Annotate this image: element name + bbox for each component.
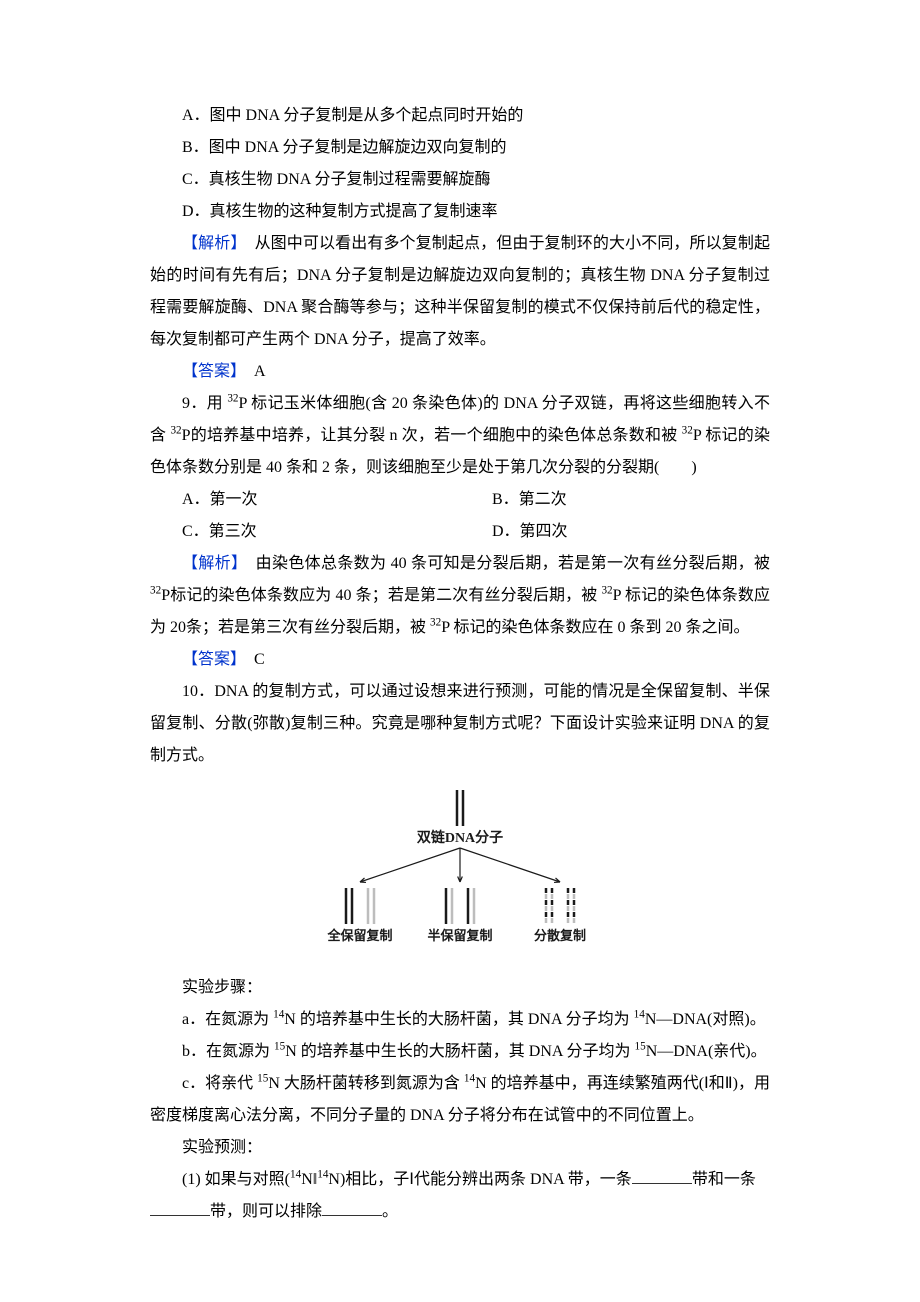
text-run: c．将亲代 xyxy=(182,1075,257,1092)
text-run: P的培养基中培养，让其分裂 n 次，若一个细胞中的染色体总条数和被 xyxy=(182,427,682,444)
text-run: b．在氮源为 xyxy=(182,1043,274,1060)
q9-answer: 【答案】 C xyxy=(150,644,770,676)
superscript: 32 xyxy=(170,425,181,437)
q8-analysis-body: 从图中可以看出有多个复制起点，但由于复制环的大小不同，所以复制起始的时间有先有后… xyxy=(150,235,770,348)
superscript: 14 xyxy=(464,1073,475,1085)
experiment-predict-label: 实验预测： xyxy=(150,1132,770,1164)
experiment-steps-label: 实验步骤： xyxy=(150,972,770,1004)
q8-analysis: 【解析】 从图中可以看出有多个复制起点，但由于复制环的大小不同，所以复制起始的时… xyxy=(150,228,770,356)
text-run: P标记的染色体条数应为 40 条；若是第二次有丝分裂后期，被 xyxy=(161,587,601,604)
dna-diagram-svg: 双链DNA分子全保留复制 半保留复制 分散复制 xyxy=(310,782,610,962)
text-run: 9．用 xyxy=(182,395,227,412)
text-run: P 标记的染色体条数应在 0 条到 20 条之间。 xyxy=(441,619,749,636)
text-run: N 的培养基中生长的大肠杆菌，其 DNA 分子均为 xyxy=(285,1043,634,1060)
analysis-label: 【解析】 xyxy=(182,235,238,252)
analysis-label: 【解析】 xyxy=(182,555,239,572)
superscript: 15 xyxy=(257,1073,268,1085)
q9-choice-row-1: A．第一次 B．第二次 xyxy=(150,484,770,516)
superscript: 14 xyxy=(317,1169,328,1181)
svg-text:全保留复制: 全保留复制 xyxy=(326,928,392,943)
q8-choice-c: C．真核生物 DNA 分子复制过程需要解旋酶 xyxy=(150,164,770,196)
q9-choice-a: A．第一次 xyxy=(150,484,460,516)
step-a: a．在氮源为 14N 的培养基中生长的大肠杆菌，其 DNA 分子均为 14N—D… xyxy=(150,1004,770,1036)
superscript: 32 xyxy=(150,585,161,597)
text-run: N 的培养基中生长的大肠杆菌，其 DNA 分子均为 xyxy=(284,1011,633,1028)
step-b: b．在氮源为 15N 的培养基中生长的大肠杆菌，其 DNA 分子均为 15N—D… xyxy=(150,1036,770,1068)
q9-answer-value: C xyxy=(238,651,265,668)
q9-choice-row-2: C．第三次 D．第四次 xyxy=(150,516,770,548)
q8-choice-a: A．图中 DNA 分子复制是从多个起点同时开始的 xyxy=(150,100,770,132)
answer-label: 【答案】 xyxy=(182,363,238,380)
text-run: 。 xyxy=(382,1203,398,1220)
superscript: 14 xyxy=(634,1009,645,1021)
fill-blank xyxy=(632,1167,692,1184)
superscript: 14 xyxy=(273,1009,284,1021)
prediction-1-line2: 带，则可以排除 。 xyxy=(150,1196,770,1228)
step-c: c．将亲代 15N 大肠杆菌转移到氮源为含 14N 的培养基中，再连续繁殖两代(… xyxy=(150,1068,770,1132)
superscript: 32 xyxy=(601,585,612,597)
q9-stem: 9．用 32P 标记玉米体细胞(含 20 条染色体)的 DNA 分子双链，再将这… xyxy=(150,388,770,484)
q10-stem: 10．DNA 的复制方式，可以通过设想来进行预测，可能的情况是全保留复制、半保留… xyxy=(150,676,770,772)
text-run: a．在氮源为 xyxy=(182,1011,273,1028)
text-run: N—DNA(亲代)。 xyxy=(646,1043,767,1060)
text-run: 带，则可以排除 xyxy=(210,1203,322,1220)
text-run: N—DNA(对照)。 xyxy=(645,1011,766,1028)
document-page: A．图中 DNA 分子复制是从多个起点同时开始的 B．图中 DNA 分子复制是边… xyxy=(0,0,920,1302)
svg-text:双链DNA分子: 双链DNA分子 xyxy=(417,829,503,846)
text-run: N)相比，子Ⅰ代能分辨出两条 DNA 带，一条 xyxy=(328,1171,631,1188)
q9-choice-b: B．第二次 xyxy=(460,484,770,516)
text-run: 带和一条 xyxy=(692,1171,756,1188)
dna-replication-diagram: 双链DNA分子全保留复制 半保留复制 分散复制 xyxy=(150,782,770,962)
q8-answer-value: A xyxy=(238,363,266,380)
answer-label: 【答案】 xyxy=(182,651,238,668)
text-run: (1) 如果与对照( xyxy=(182,1171,290,1188)
svg-text:分散复制: 分散复制 xyxy=(534,928,586,943)
superscript: 32 xyxy=(227,393,238,405)
text-run: N‖ xyxy=(301,1171,317,1188)
fill-blank xyxy=(322,1199,382,1216)
fill-blank xyxy=(150,1199,210,1216)
prediction-1: (1) 如果与对照(14N‖14N)相比，子Ⅰ代能分辨出两条 DNA 带，一条带… xyxy=(150,1164,770,1196)
text-run: N 大肠杆菌转移到氮源为含 xyxy=(268,1075,464,1092)
superscript: 14 xyxy=(290,1169,301,1181)
svg-text:半保留复制: 半保留复制 xyxy=(427,928,492,943)
superscript: 32 xyxy=(682,425,693,437)
q8-choice-b: B．图中 DNA 分子复制是边解旋边双向复制的 xyxy=(150,132,770,164)
text-run: 由染色体总条数为 40 条可知是分裂后期，若是第一次有丝分裂后期，被 xyxy=(239,555,770,572)
superscript: 32 xyxy=(430,617,441,629)
superscript: 15 xyxy=(635,1041,646,1053)
superscript: 15 xyxy=(274,1041,285,1053)
q9-choice-d: D．第四次 xyxy=(460,516,770,548)
q9-choice-c: C．第三次 xyxy=(150,516,460,548)
q8-choice-d: D．真核生物的这种复制方式提高了复制速率 xyxy=(150,196,770,228)
q8-answer: 【答案】 A xyxy=(150,356,770,388)
q9-analysis: 【解析】 由染色体总条数为 40 条可知是分裂后期，若是第一次有丝分裂后期，被 … xyxy=(150,548,770,644)
